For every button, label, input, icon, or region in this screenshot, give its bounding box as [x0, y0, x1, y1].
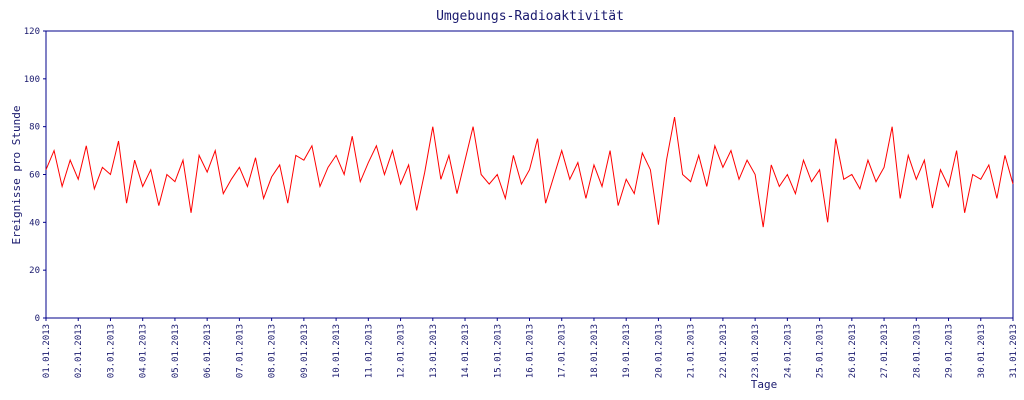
x-tick-label: 04.01.2013	[139, 324, 149, 378]
x-tick-label: 26.01.2013	[848, 324, 858, 378]
x-tick-label: 22.01.2013	[719, 324, 729, 378]
x-tick-label: 01.01.2013	[42, 324, 52, 378]
y-tick-label: 60	[29, 171, 40, 181]
x-tick-label: 15.01.2013	[493, 324, 503, 378]
y-tick-label: 40	[29, 218, 40, 228]
x-tick-label: 13.01.2013	[429, 324, 439, 378]
x-tick-label: 02.01.2013	[74, 324, 84, 378]
x-tick-label: 16.01.2013	[526, 324, 536, 378]
x-tick-label: 18.01.2013	[590, 324, 600, 378]
x-tick-label: 23.01.2013	[751, 324, 761, 378]
x-tick-label: 29.01.2013	[945, 324, 955, 378]
x-tick-label: 11.01.2013	[364, 324, 374, 378]
x-tick-label: 06.01.2013	[203, 324, 213, 378]
x-tick-label: 31.01.2013	[1009, 324, 1019, 378]
x-tick-label: 21.01.2013	[687, 324, 697, 378]
y-tick-label: 120	[24, 27, 40, 37]
x-tick-label: 12.01.2013	[397, 324, 407, 378]
y-tick-label: 100	[24, 75, 40, 85]
x-tick-label: 27.01.2013	[880, 324, 890, 378]
x-tick-label: 30.01.2013	[977, 324, 987, 378]
x-tick-label: 19.01.2013	[622, 324, 632, 378]
x-tick-label: 03.01.2013	[106, 324, 116, 378]
x-tick-label: 05.01.2013	[171, 324, 181, 378]
chart-title: Umgebungs-Radioaktivität	[436, 9, 624, 24]
y-tick-label: 0	[35, 314, 40, 324]
x-tick-label: 20.01.2013	[654, 324, 664, 378]
x-tick-label: 10.01.2013	[332, 324, 342, 378]
plot-frame	[45, 30, 1014, 319]
x-tick-label: 17.01.2013	[558, 324, 568, 378]
x-tick-label: 14.01.2013	[461, 324, 471, 378]
data-line	[45, 117, 1014, 228]
x-tick-label: 07.01.2013	[235, 324, 245, 378]
x-tick-label: 25.01.2013	[816, 324, 826, 378]
x-tick-label: 09.01.2013	[300, 324, 310, 378]
y-axis-label: Ereignisse pro Stunde	[10, 105, 23, 244]
x-tick-label: 08.01.2013	[268, 324, 278, 378]
y-tick-label: 80	[29, 123, 40, 133]
x-axis-label: Tage	[751, 378, 778, 391]
x-tick-label: 28.01.2013	[912, 324, 922, 378]
y-tick-label: 20	[29, 266, 40, 276]
x-tick-label: 24.01.2013	[783, 324, 793, 378]
